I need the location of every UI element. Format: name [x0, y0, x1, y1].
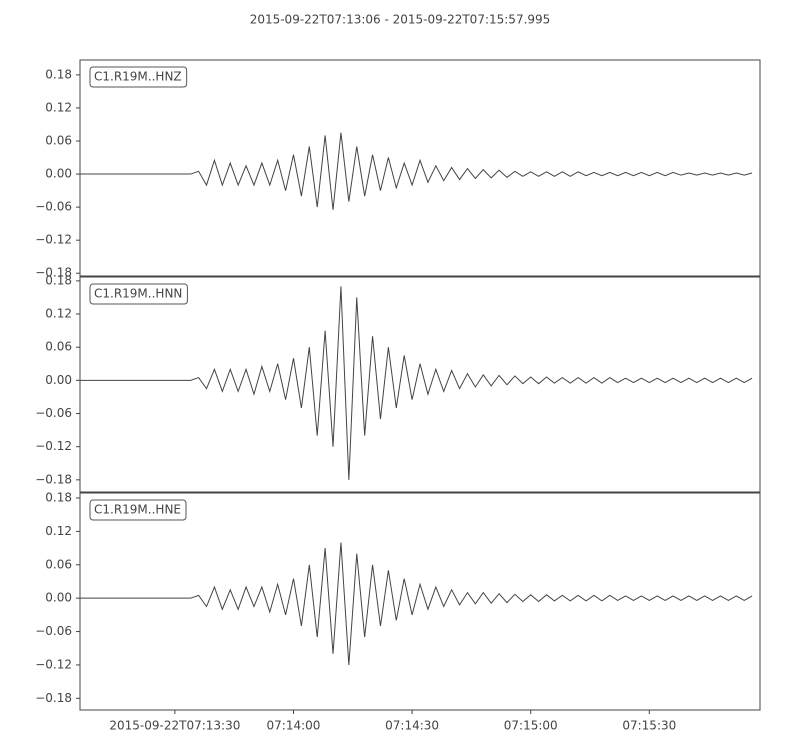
- y-tick-label: 0.12: [45, 307, 72, 321]
- y-tick-label: 0.12: [45, 100, 72, 114]
- x-tick-label: 07:14:30: [385, 719, 439, 733]
- y-tick-label: 0.18: [45, 273, 72, 287]
- y-tick-label: 0.00: [45, 591, 72, 605]
- y-tick-label: −0.06: [35, 624, 72, 638]
- y-tick-label: −0.06: [35, 406, 72, 420]
- y-tick-label: −0.12: [35, 233, 72, 247]
- y-tick-label: −0.12: [35, 657, 72, 671]
- plot-frame: [79, 492, 761, 711]
- chart-title: 2015-09-22T07:13:06 - 2015-09-22T07:15:5…: [250, 13, 551, 27]
- y-tick-label: −0.18: [35, 472, 72, 486]
- y-tick-label: 0.00: [45, 167, 72, 181]
- trace-label: C1.R19M..HNN: [94, 287, 182, 301]
- trace: [80, 132, 753, 210]
- trace-label: C1.R19M..HNZ: [94, 70, 182, 84]
- y-tick-label: −0.12: [35, 439, 72, 453]
- plot-frame: [79, 276, 761, 493]
- y-tick-label: −0.18: [35, 266, 72, 280]
- x-tick-label: 07:15:00: [504, 719, 558, 733]
- y-tick-label: 0.12: [45, 524, 72, 538]
- y-tick-label: 0.06: [45, 134, 72, 148]
- y-tick-label: 0.06: [45, 557, 72, 571]
- x-tick-label: 07:15:30: [622, 719, 676, 733]
- trace-label: C1.R19M..HNE: [94, 503, 181, 517]
- y-tick-label: −0.06: [35, 200, 72, 214]
- y-tick-label: 0.06: [45, 340, 72, 354]
- x-tick-label: 2015-09-22T07:13:30: [109, 719, 240, 733]
- trace: [80, 286, 753, 480]
- y-tick-label: −0.18: [35, 691, 72, 705]
- y-tick-label: 0.18: [45, 67, 72, 81]
- trace: [80, 542, 753, 665]
- y-tick-label: 0.00: [45, 373, 72, 387]
- plot-frame: [79, 59, 761, 277]
- trace-label-box: [89, 499, 187, 521]
- x-tick-label: 07:14:00: [267, 719, 321, 733]
- y-tick-label: 0.18: [45, 491, 72, 505]
- trace-label-box: [89, 283, 188, 305]
- trace-label-box: [89, 66, 188, 88]
